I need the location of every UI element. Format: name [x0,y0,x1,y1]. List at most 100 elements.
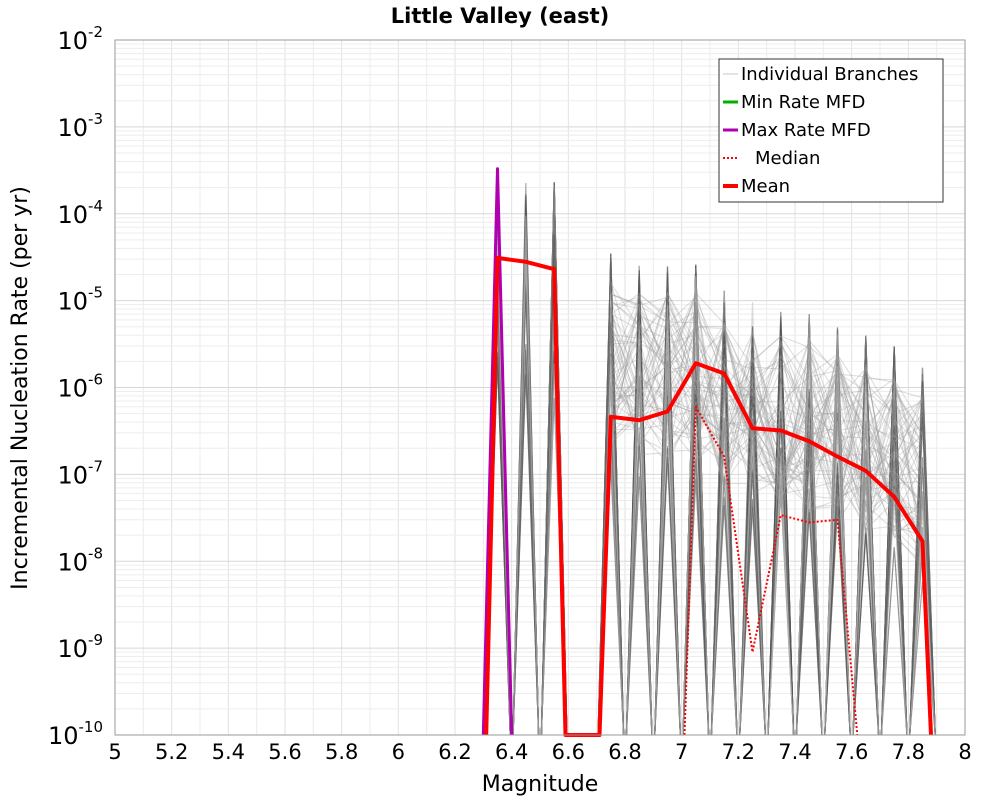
branch-spike [739,435,766,736]
branch-line [610,343,923,491]
branch-line [610,291,923,505]
branch-spike [767,410,795,736]
branch-spike [597,253,625,736]
branch-line [610,292,923,522]
branch-line [610,292,923,508]
branch-spike [625,444,653,736]
branch-spike [824,334,851,736]
branch-spike [852,391,880,736]
y-tick-label: 10-2 [57,23,103,55]
x-tick-label: 6 [392,740,405,764]
branch-line [610,293,923,501]
branch-spike [625,329,653,736]
branch-line [610,323,923,488]
branch-line [610,292,923,538]
y-tick-label: 10-5 [57,284,103,316]
x-tick-label: 6.2 [438,740,471,764]
y-tick-label: 10-8 [57,544,103,576]
branch-line [610,343,923,508]
branch-line [610,316,923,490]
branch-spike [795,316,823,736]
branch-spike [767,329,795,736]
legend-label: Min Rate MFD [741,92,865,113]
branch-line [610,325,923,564]
branch-spike [682,394,710,736]
x-tick-label: 5 [108,740,121,764]
branch-spike [880,346,908,736]
branch-spike [795,512,823,736]
branch-line [610,308,923,483]
legend: Individual Branches Min Rate MFD Max Rate … [718,58,944,203]
branch-spike [654,267,681,736]
branch-line [610,293,923,492]
y-tick-label: 10-9 [57,631,103,663]
y-axis-title: Incremental Nucleation Rate (per yr) [8,186,33,590]
x-tick-label: 7.4 [778,740,811,764]
x-tick-label: 5.4 [212,740,245,764]
branch-line [610,296,923,510]
branch-spike [682,276,710,736]
legend-box [718,58,944,203]
branch-line [610,293,923,525]
x-tick-label: 7.2 [722,740,755,764]
branch-spike [824,486,851,736]
branch-spike [852,450,880,736]
branch-spike [654,366,681,736]
branch-line [610,296,923,511]
series-max-rate-mfd [481,167,514,736]
branch-line [610,357,923,557]
branch-spike [512,374,540,736]
branch-line [610,323,923,508]
branch-line [610,297,923,510]
branch-line [610,374,923,520]
y-axis-ticks: 10-2 10-3 10-4 10-5 10-6 10-7 10-8 10-9 10-10 [48,23,103,750]
branch-line [610,306,923,453]
branch-spike [767,493,795,736]
branch-line [610,322,923,543]
branch-line [610,282,923,528]
branch-line [610,291,923,497]
branch-spike [654,445,681,736]
branch-spike [909,421,936,736]
x-tick-label: 6.4 [495,740,528,764]
x-tick-label: 6.8 [608,740,641,764]
branch-line [610,318,923,535]
branch-line [610,334,923,512]
branch-line [610,281,923,455]
branch-spike [909,530,936,736]
branch-line [610,384,923,513]
branch-line [610,318,923,523]
branch-line [610,293,923,537]
x-tick-label: 5.8 [325,740,358,764]
x-tick-label: 8 [958,740,971,764]
chart-title: Little Valley (east) [391,4,609,28]
x-axis-ticks: 5 5.2 5.4 5.6 5.8 6 6.2 6.4 6.6 6.8 7 7.2 7.4 7.6 7.8 8 [108,740,971,764]
branch-line [610,300,923,513]
series-lines [481,167,933,737]
branch-spike [710,332,738,736]
legend-label: Median [755,148,820,169]
series-median [683,405,859,736]
branch-spike [909,467,936,736]
x-axis-title: Magnitude [482,772,599,797]
branch-line [610,313,923,487]
branch-spike [739,498,766,736]
branch-spike [710,449,738,736]
branch-spike [824,441,851,736]
grid [114,40,966,736]
x-tick-label: 7.6 [835,740,868,764]
y-tick-label: 10-3 [57,110,103,142]
branch-spike [880,547,908,736]
y-tick-label: 10-7 [57,457,103,489]
branch-spike [880,434,908,736]
branch-line [610,355,923,542]
branch-line [610,304,923,529]
branch-line [610,335,923,558]
branch-line [610,296,923,533]
branch-line [610,292,923,526]
x-tick-label: 7 [675,740,688,764]
branch-line [610,345,923,551]
branch-spike [512,215,540,736]
branch-line [610,291,923,539]
x-tick-label: 7.8 [892,740,925,764]
